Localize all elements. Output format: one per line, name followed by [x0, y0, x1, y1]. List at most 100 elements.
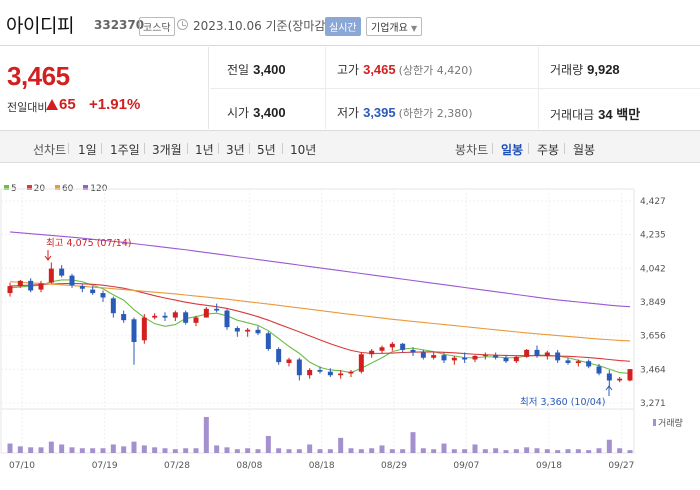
- candle: [69, 273, 75, 288]
- tab-separator: [492, 143, 493, 154]
- volume-bar: [307, 444, 313, 453]
- candle: [420, 349, 426, 360]
- y-tick-label: 3,849: [640, 298, 666, 308]
- y-tick-label: 4,042: [640, 264, 666, 274]
- tab-10y[interactable]: 10년: [290, 143, 317, 157]
- candle: [379, 345, 385, 354]
- volume-bar: [575, 449, 581, 453]
- candle: [276, 347, 282, 365]
- volume-bar: [17, 446, 23, 453]
- tab-monthly[interactable]: 월봉: [573, 143, 596, 157]
- candle-body: [627, 369, 633, 381]
- candle-body: [338, 373, 344, 376]
- tab-separator: [564, 143, 565, 154]
- candle: [172, 310, 178, 322]
- candle: [617, 376, 623, 383]
- trade-value: 거래대금 34 백만: [550, 104, 640, 123]
- ma60-line: [9, 281, 631, 342]
- volume-bar: [59, 444, 65, 453]
- y-tick-label: 3,271: [640, 399, 666, 409]
- candle: [586, 359, 592, 369]
- volume: 거래량 9,928: [550, 61, 620, 78]
- price-chart[interactable]: 4,427 4,235 4,042 3,849 3,656 3,464 3,271 07/10…: [0, 163, 700, 490]
- candle-body: [555, 352, 561, 361]
- down-arrow-icon: [44, 250, 52, 261]
- tab-daily[interactable]: 일봉: [501, 143, 524, 157]
- candle-body: [379, 347, 385, 351]
- candle: [338, 369, 344, 379]
- chart-axes: 4,427 4,235 4,042 3,849 3,656 3,464 3,271 07/10…: [9, 197, 683, 471]
- tab-1y[interactable]: 1년: [195, 143, 214, 157]
- candle: [79, 284, 85, 293]
- volume-bar: [606, 439, 612, 453]
- candle-body: [110, 298, 116, 314]
- stats-divider: [210, 88, 700, 89]
- candle-body: [358, 354, 364, 372]
- tab-separator: [528, 143, 529, 154]
- candle: [348, 369, 354, 377]
- candle-body: [172, 312, 178, 318]
- volume-bar: [296, 449, 302, 453]
- candle-body: [513, 356, 519, 362]
- upper-limit: (상한가 4,420): [398, 64, 473, 77]
- low-value: 3,395: [363, 105, 396, 120]
- volume-bar: [586, 450, 592, 453]
- volume-bar: [555, 450, 561, 453]
- candle-body: [389, 343, 395, 348]
- tab-3m[interactable]: 3개월: [152, 143, 182, 157]
- tab-1d[interactable]: 1일: [78, 143, 97, 157]
- candle-body: [38, 283, 44, 290]
- candle-body: [317, 369, 323, 372]
- tab-weekly[interactable]: 주봉: [537, 143, 560, 157]
- volume-bar: [100, 448, 106, 453]
- volume-bars: [7, 417, 633, 453]
- candle: [131, 317, 137, 365]
- volume-bar: [348, 448, 354, 453]
- candle-body: [327, 371, 333, 376]
- prev-close: 전일 3,400: [227, 61, 286, 78]
- candle-body: [503, 357, 509, 362]
- candle-body: [451, 357, 457, 361]
- prev-close-value: 3,400: [253, 62, 286, 77]
- high-price: 고가 3,465 (상한가 4,420): [337, 61, 473, 78]
- candle-body: [245, 329, 251, 332]
- candle-body: [606, 373, 612, 381]
- tab-1w[interactable]: 1주일: [110, 143, 140, 157]
- candle: [606, 369, 612, 388]
- candle: [121, 310, 127, 323]
- volume-bar: [451, 449, 457, 453]
- tab-separator: [68, 143, 69, 154]
- candle-body: [369, 350, 375, 355]
- volume-legend-label: 거래량: [658, 417, 683, 429]
- stats-divider: [538, 47, 539, 129]
- volume-bar: [234, 449, 240, 453]
- realtime-button[interactable]: 실시간: [325, 17, 361, 36]
- y-tick-label: 4,427: [640, 197, 666, 207]
- candle-body: [152, 315, 158, 318]
- volume-bar: [431, 449, 437, 453]
- candle: [544, 350, 550, 360]
- volume-bar: [627, 450, 633, 453]
- tab-separator: [101, 143, 102, 154]
- candle-body: [441, 355, 447, 361]
- candle-body: [431, 355, 437, 358]
- tab-3y[interactable]: 3년: [226, 143, 245, 157]
- clock-icon: [177, 19, 188, 30]
- volume-bar: [162, 448, 168, 453]
- company-info-button[interactable]: 기업개요 ▼: [366, 17, 423, 36]
- candle: [255, 326, 261, 336]
- up-arrow-icon: [46, 99, 58, 110]
- candle: [110, 296, 116, 318]
- candle: [100, 290, 106, 302]
- prev-close-label: 전일: [227, 63, 250, 77]
- volume-bar: [379, 445, 385, 453]
- candle: [472, 355, 478, 363]
- tab-5y[interactable]: 5년: [257, 143, 276, 157]
- volume-bar: [265, 435, 271, 453]
- candle: [555, 349, 561, 363]
- candle: [534, 345, 540, 358]
- candle-body: [410, 349, 416, 353]
- candle-body: [482, 355, 488, 357]
- candle: [90, 286, 96, 295]
- price-summary: 3,465 전일대비 65 +1.91%: [0, 47, 209, 129]
